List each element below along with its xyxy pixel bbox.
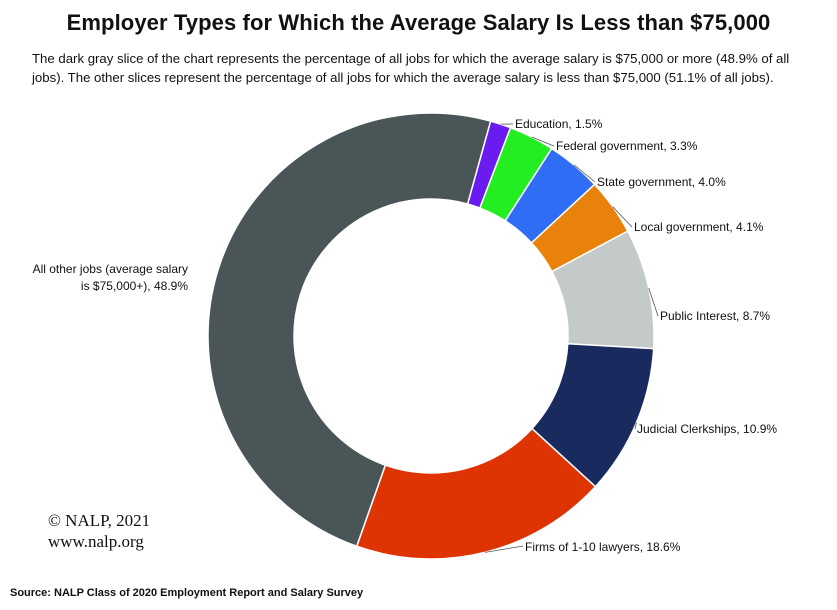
website-text: www.nalp.org — [48, 532, 144, 551]
chart-subtitle: The dark gray slice of the chart represe… — [32, 51, 790, 85]
leader-lines-group — [484, 123, 659, 553]
slice-label: Firms of 1-10 lawyers, 18.6% — [525, 540, 681, 554]
slices-group — [207, 112, 655, 560]
source-note: Source: NALP Class of 2020 Employment Re… — [10, 587, 364, 599]
slice-label: Public Interest, 8.7% — [660, 309, 770, 323]
slice-label: Federal government, 3.3% — [556, 139, 698, 153]
copyright-block: © NALP, 2021 www.nalp.org — [48, 510, 150, 552]
leader-line — [612, 206, 633, 228]
copyright-text: © NALP, 2021 — [48, 511, 151, 530]
slice-all-other-jobs-average-salary-is-75-000 — [207, 112, 492, 548]
leader-line — [634, 422, 637, 430]
slice-label: Education, 1.5% — [515, 117, 603, 131]
slice-label: All other jobs (average salary — [33, 262, 188, 276]
leader-line — [484, 545, 524, 553]
slice-label: Local government, 4.1% — [634, 220, 764, 234]
slice-label: is $75,000+), 48.9% — [81, 279, 188, 293]
chart-title: Employer Types for Which the Average Sal… — [66, 10, 771, 35]
slice-label: Judicial Clerkships, 10.9% — [637, 422, 777, 436]
leader-line — [531, 136, 555, 147]
labels-group: Education, 1.5% Federal government, 3.3% S… — [33, 117, 778, 554]
leader-line — [574, 164, 596, 183]
slice-label: State government, 4.0% — [597, 175, 726, 189]
leader-line — [648, 287, 659, 317]
